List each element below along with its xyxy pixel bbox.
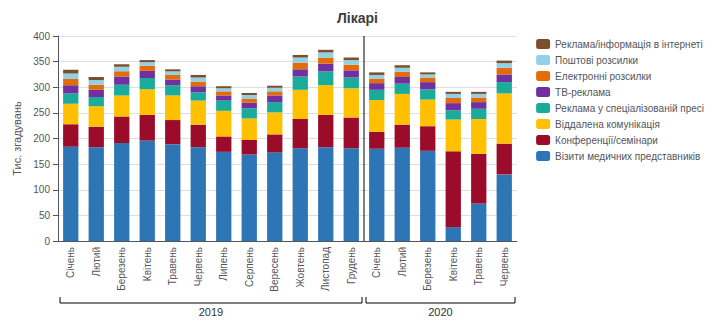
svg-text:Тис. згадувань: Тис. згадувань [11,101,23,176]
svg-text:Поштові розсилки: Поштові розсилки [555,55,638,66]
svg-text:350: 350 [33,56,50,67]
svg-text:Лютий: Лютий [397,247,408,277]
svg-text:300: 300 [33,82,50,93]
svg-text:0: 0 [44,236,50,247]
svg-text:Січень: Січень [371,247,382,278]
svg-text:2019: 2019 [199,306,223,318]
svg-text:400: 400 [33,31,50,42]
svg-text:Листопад: Листопад [320,247,331,291]
svg-text:150: 150 [33,159,50,170]
svg-text:100: 100 [33,184,50,195]
svg-text:Реклама/інформація в інтернеті: Реклама/інформація в інтернеті [555,39,703,50]
svg-text:Вересень: Вересень [269,247,280,292]
svg-text:Лікарі: Лікарі [337,10,378,26]
svg-text:Реклама у спеціалізованій прес: Реклама у спеціалізованій пресі [555,103,704,114]
svg-text:Грудень: Грудень [346,247,357,284]
svg-text:Липень: Липень [218,247,229,281]
svg-text:250: 250 [33,107,50,118]
svg-text:Березень: Березень [422,247,433,291]
svg-text:Січень: Січень [65,247,76,278]
svg-text:Лютий: Лютий [91,247,102,277]
svg-text:Травень: Травень [473,247,484,285]
svg-text:Конференції/семінари: Конференції/семінари [555,135,658,146]
svg-text:Червень: Червень [499,247,510,286]
svg-text:Квітень: Квітень [142,247,153,281]
svg-text:200: 200 [33,133,50,144]
svg-text:Серпень: Серпень [244,247,255,287]
svg-text:Жовтень: Жовтень [295,247,306,288]
svg-text:Віддалена комунікація: Віддалена комунікація [555,119,660,130]
svg-text:Березень: Березень [116,247,127,291]
svg-text:50: 50 [39,210,51,221]
svg-text:Електронні розсилки: Електронні розсилки [555,71,651,82]
svg-text:Візити медичних представників: Візити медичних представників [555,151,700,162]
svg-text:Червень: Червень [193,247,204,286]
svg-text:2020: 2020 [428,306,452,318]
svg-text:ТВ-реклама: ТВ-реклама [555,87,611,98]
svg-text:Квітень: Квітень [448,247,459,281]
svg-text:Травень: Травень [167,247,178,285]
